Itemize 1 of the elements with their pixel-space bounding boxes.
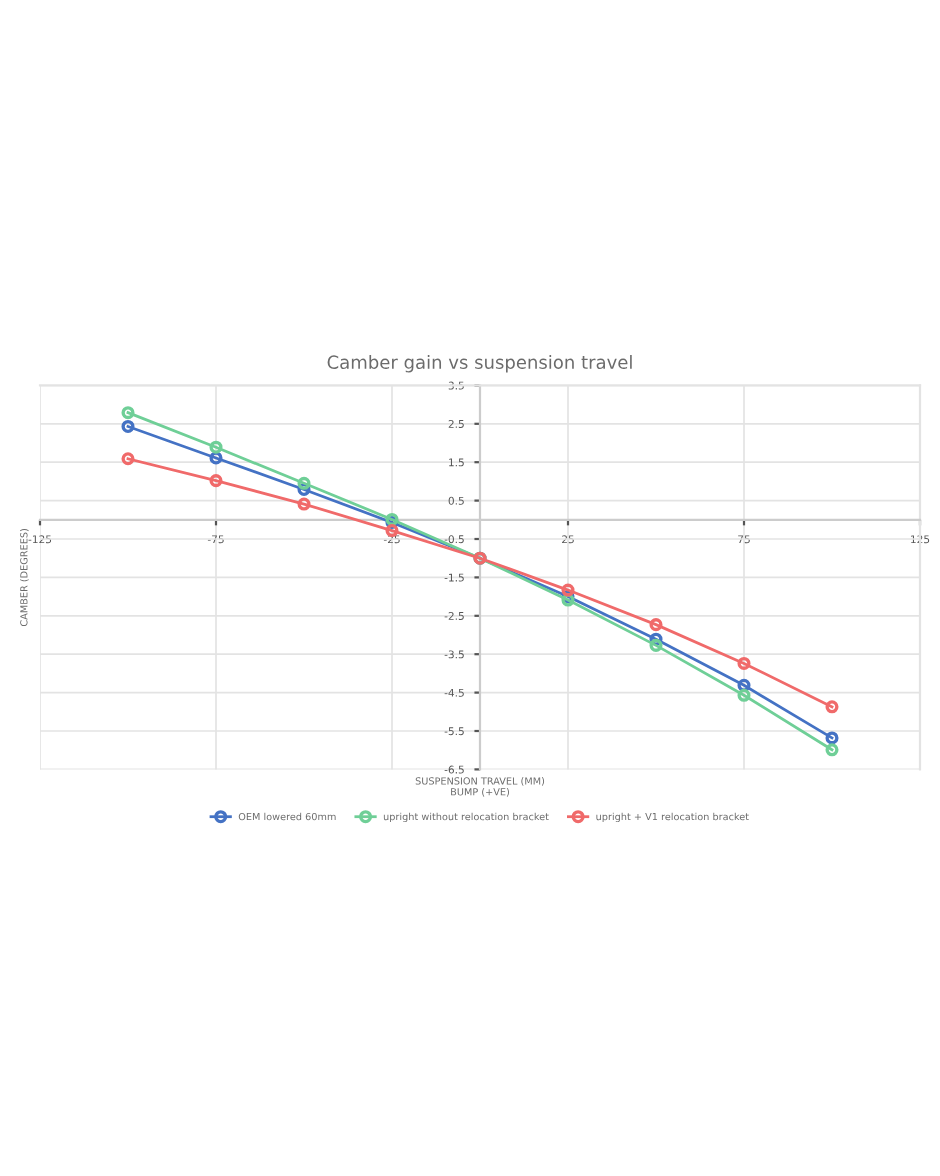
- chart-title: Camber gain vs suspension travel: [327, 355, 632, 373]
